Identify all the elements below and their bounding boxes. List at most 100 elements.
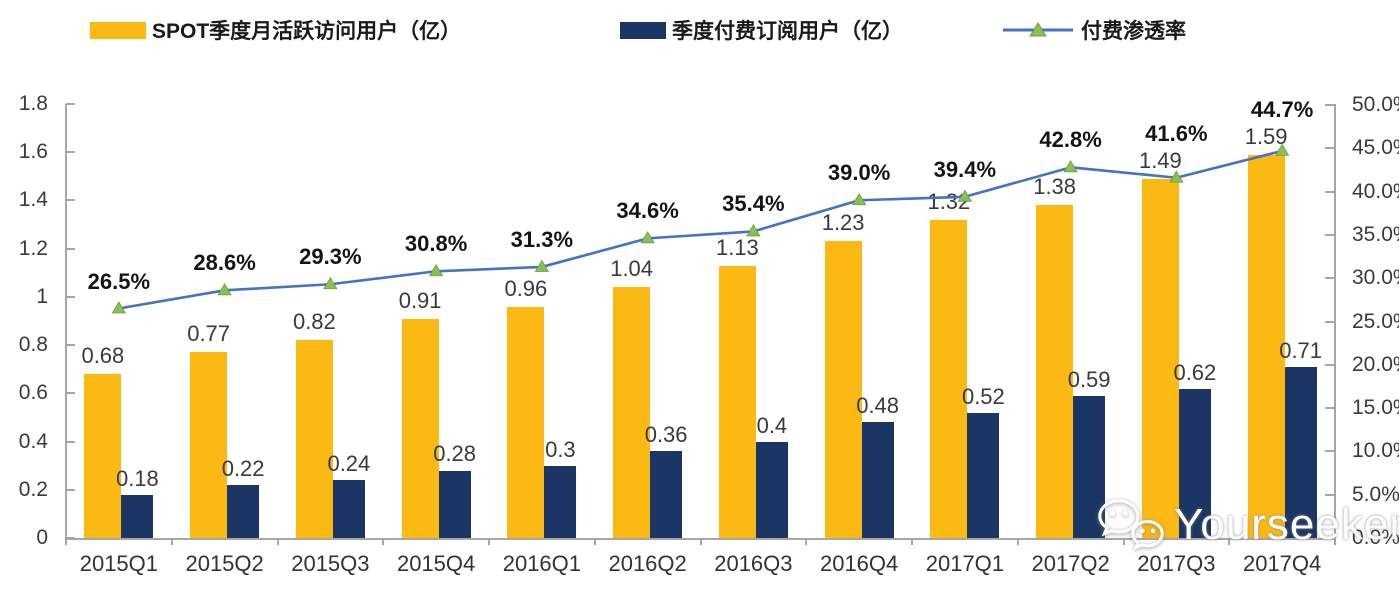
left-axis-tick-label: 0.6 [18,381,48,405]
bar-subscribers-value-label: 0.18 [115,465,159,491]
penetration-value-label: 44.7% [1250,96,1314,122]
bar-mau-value-label: 0.91 [398,287,442,313]
line-marker-triangle [1169,170,1184,183]
x-axis-category-label: 2015Q2 [185,551,264,576]
penetration-value-label: 29.3% [299,244,362,270]
x-axis-tick [1228,538,1231,545]
x-axis-tick [65,538,67,545]
right-axis-tick-label: 40.0% [1352,179,1399,203]
left-axis-tick-label: 1.2 [18,236,48,260]
x-axis-tick [1122,538,1125,545]
right-axis-tick-label: 15.0% [1352,396,1399,420]
left-axis-tick-label: 0.2 [18,477,48,501]
left-axis-tick-label: 0 [36,526,48,549]
line-marker-triangle [746,224,761,237]
x-axis-category-label: 2016Q3 [714,551,793,576]
left-axis-tick [66,440,75,443]
bar-mau [1036,205,1074,538]
bottom-axis-spine [65,538,1336,540]
right-axis-tick-label: 0.0% [1352,526,1399,549]
left-axis-tick-label: 1.4 [18,188,48,212]
bar-subscribers-value-label: 0.52 [961,383,1005,409]
x-axis-tick [911,538,913,545]
penetration-value-label: 28.6% [193,250,256,276]
legend-item-subs: 季度付费订阅用户（亿） [620,16,903,44]
bar-subscribers-value-label: 0.62 [1173,359,1217,385]
x-axis-tick [593,538,596,545]
right-axis-tick-label: 10.0% [1352,439,1399,463]
x-axis-tick [1334,538,1336,545]
bar-mau-value-label: 1.49 [1138,147,1182,173]
right-axis-tick [1325,147,1335,150]
right-axis-tick [1325,363,1335,366]
bar-mau-value-label: 0.68 [81,343,125,369]
left-axis-tick [66,392,75,395]
penetration-value-label: 39.0% [827,160,891,186]
right-axis-tick [1325,493,1335,496]
bar-mau [718,265,756,538]
bar-subscribers [121,494,154,538]
penetration-value-label: 26.5% [87,268,151,294]
bar-subscribers-value-label: 0.71 [1279,337,1323,363]
left-axis-tick-label: 0.4 [18,429,48,453]
bar-subscribers [1178,388,1211,538]
right-axis-tick-label: 20.0% [1352,352,1399,376]
right-axis-tick-label: 45.0% [1352,136,1399,160]
bar-subscribers-value-label: 0.24 [327,451,371,477]
right-axis-tick [1325,320,1335,323]
x-axis-category-label: 2017Q4 [1242,551,1322,576]
x-axis-category-label: 2017Q1 [925,551,1005,576]
bar-mau [401,318,439,538]
right-axis-tick [1325,277,1335,280]
line-marker-triangle [851,192,867,206]
legend-swatch-mau [90,21,146,39]
left-axis-tick-label: 1.6 [18,140,48,164]
x-axis-category-label: 2015Q4 [396,551,476,576]
line-marker-triangle [534,259,550,272]
right-axis-tick [1325,450,1335,453]
line-marker-triangle [323,276,338,290]
penetration-value-label: 41.6% [1145,120,1208,146]
penetration-value-label: 42.8% [1039,127,1102,153]
left-axis-tick-label: 0.8 [18,333,48,357]
right-axis-tick [1325,190,1335,193]
x-axis-category-label: 2016Q4 [819,551,899,576]
line-marker-triangle [957,189,973,202]
bar-subscribers-value-label: 0.3 [545,436,576,462]
right-axis-spine [1334,104,1336,540]
line-marker-triangle [428,263,444,277]
right-axis-tick [1325,104,1335,106]
line-marker-triangle [111,301,127,314]
bar-mau-value-label: 1.59 [1244,123,1288,149]
x-axis-tick [1016,538,1019,545]
bar-mau [1141,178,1179,538]
legend-swatch-subs [620,21,666,39]
legend-label-penetration: 付费渗透率 [1081,20,1186,43]
line-marker-triangle [217,283,232,296]
bar-subscribers-value-label: 0.22 [221,455,265,481]
bar-subscribers [650,451,683,538]
bar-subscribers-value-label: 0.28 [433,441,477,467]
bar-mau-value-label: 0.96 [504,275,548,301]
bar-mau-value-label: 1.13 [715,234,759,260]
right-axis-tick-label: 35.0% [1352,222,1399,246]
left-axis-tick-label: 1 [36,284,48,308]
x-axis-category-label: 2016Q1 [502,551,582,576]
bar-mau-value-label: 1.04 [610,256,654,282]
line-marker-triangle [640,231,655,244]
line-marker-triangle [1274,143,1290,156]
left-axis-tick [66,344,75,347]
right-axis-tick-label: 30.0% [1352,266,1399,290]
x-axis-tick [382,538,385,545]
x-axis-category-label: 2015Q1 [79,551,159,576]
x-axis-tick [276,538,279,545]
penetration-value-label: 39.4% [933,156,997,182]
x-axis-category-label: 2015Q3 [291,551,370,576]
legend-label-subs: 季度付费订阅用户（亿） [672,20,903,43]
left-axis-tick [66,151,75,154]
x-axis-category-label: 2017Q2 [1031,551,1110,576]
left-axis-tick [66,488,75,491]
left-axis-spine [65,104,67,540]
bar-subscribers-value-label: 0.48 [856,393,900,419]
